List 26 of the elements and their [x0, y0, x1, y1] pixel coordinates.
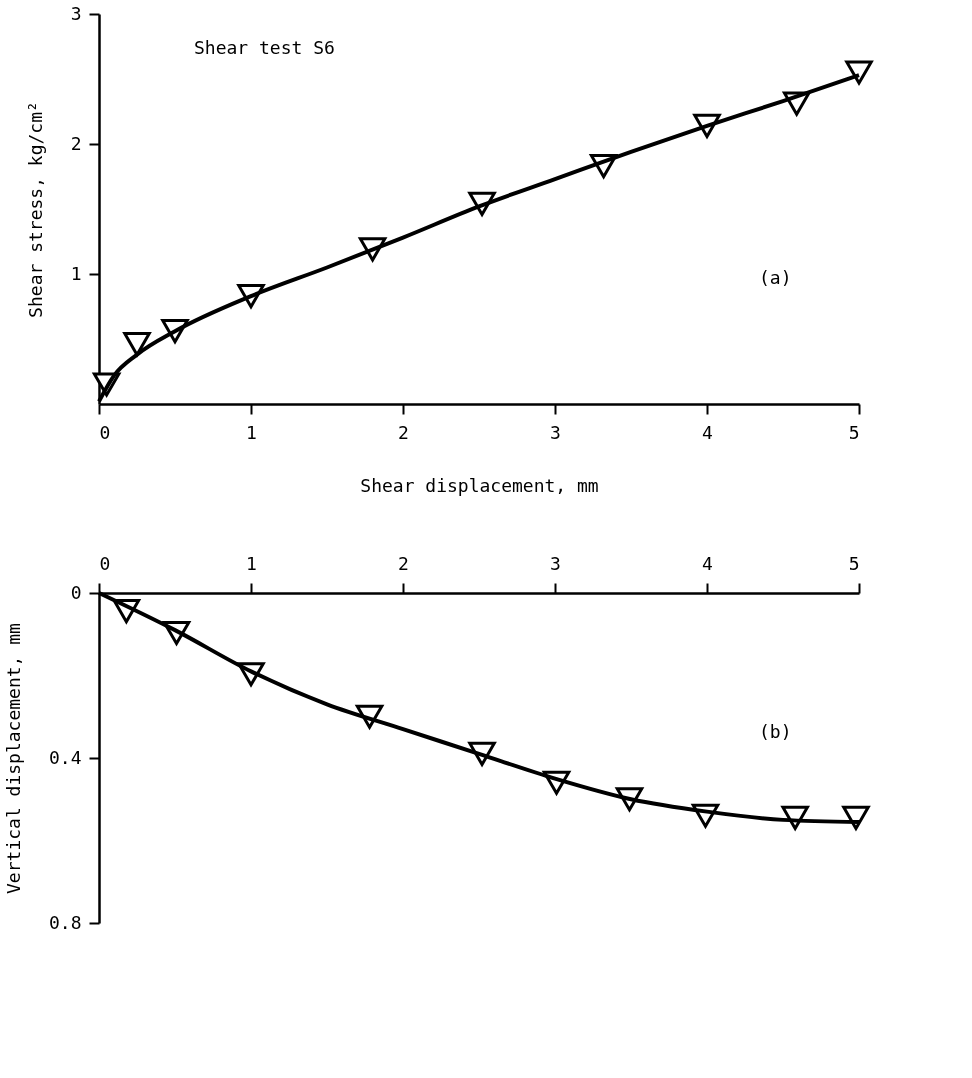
y-axis-title: Shear stress, kg/cm²: [24, 101, 46, 318]
x-tick-label: 1: [246, 552, 257, 574]
x-tick-label: 0: [99, 421, 111, 443]
x-tick-label: 5: [848, 421, 860, 443]
y-tick-label: 2: [70, 132, 82, 154]
x-tick-label: 4: [702, 421, 713, 443]
y-tick-label: 0: [70, 581, 82, 603]
x-tick-label: 3: [550, 552, 561, 574]
x-tick-label: 2: [398, 421, 409, 443]
y-axis-title: Vertical displacement, mm: [2, 623, 24, 894]
x-tick-label: 3: [550, 421, 561, 443]
y-tick-label: 3: [70, 2, 82, 24]
x-tick-label: 5: [848, 552, 860, 574]
x-tick-label: 4: [702, 552, 713, 574]
annotation: Shear test S6: [194, 37, 335, 58]
y-tick-label: 1: [70, 262, 82, 284]
x-tick-label: 2: [398, 552, 409, 574]
annotation: (b): [759, 721, 792, 742]
point: [845, 60, 873, 85]
annotation: (a): [759, 267, 792, 288]
y-tick-label: 0.8: [48, 911, 82, 933]
y-tick-label: 0.4: [48, 746, 82, 768]
point: [123, 332, 151, 357]
x-axis-title: Shear displacement, mm: [360, 474, 599, 496]
x-tick-label: 1: [246, 421, 257, 443]
x-tick-label: 0: [99, 552, 111, 574]
